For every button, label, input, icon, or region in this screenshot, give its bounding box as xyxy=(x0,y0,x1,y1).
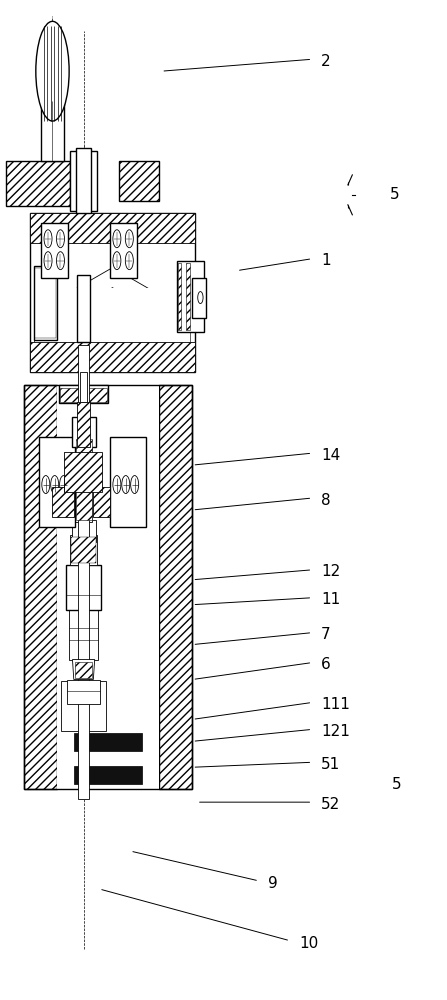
Bar xyxy=(192,278,206,318)
Text: 52: 52 xyxy=(321,797,341,812)
Bar xyxy=(39,437,75,527)
Bar xyxy=(59,385,108,403)
Bar xyxy=(67,680,100,704)
Text: 121: 121 xyxy=(321,724,350,739)
Bar xyxy=(60,388,107,402)
Text: 51: 51 xyxy=(321,757,341,772)
Polygon shape xyxy=(72,660,95,680)
Bar xyxy=(34,266,57,340)
Bar xyxy=(64,452,102,492)
Text: 2: 2 xyxy=(321,54,331,69)
Bar xyxy=(24,385,57,789)
Bar xyxy=(110,437,146,527)
Bar xyxy=(159,385,192,789)
Text: 8: 8 xyxy=(321,493,331,508)
Bar xyxy=(70,151,97,211)
Text: 111: 111 xyxy=(321,697,350,712)
Bar xyxy=(72,520,96,542)
Bar xyxy=(76,148,91,213)
Bar xyxy=(57,385,159,789)
Bar xyxy=(66,565,101,610)
Bar xyxy=(24,385,192,789)
Bar xyxy=(42,223,68,278)
Text: 6: 6 xyxy=(321,657,331,672)
Bar xyxy=(35,268,56,338)
Bar xyxy=(78,345,89,799)
Bar xyxy=(119,161,159,201)
Text: 10: 10 xyxy=(299,936,318,951)
Bar xyxy=(76,439,92,520)
Bar xyxy=(30,213,194,372)
Bar xyxy=(71,537,96,563)
Text: 12: 12 xyxy=(321,564,341,579)
Text: 11: 11 xyxy=(321,592,341,607)
Text: 9: 9 xyxy=(268,876,278,891)
Text: 5: 5 xyxy=(392,777,402,792)
Bar xyxy=(6,161,70,206)
Bar xyxy=(35,288,190,342)
Bar xyxy=(77,275,90,342)
Bar xyxy=(186,263,190,330)
Bar xyxy=(75,437,93,522)
Bar xyxy=(70,535,97,565)
Bar xyxy=(61,681,106,731)
Polygon shape xyxy=(35,268,190,342)
Bar xyxy=(69,610,98,660)
Bar xyxy=(74,766,143,784)
Bar xyxy=(72,417,96,447)
Bar xyxy=(178,263,181,330)
Ellipse shape xyxy=(36,21,69,121)
Text: 1: 1 xyxy=(321,253,331,268)
Bar xyxy=(80,372,87,402)
Text: 7: 7 xyxy=(321,627,331,642)
Bar xyxy=(42,101,63,161)
Bar xyxy=(110,223,137,278)
Text: 5: 5 xyxy=(390,187,400,202)
Bar xyxy=(93,487,110,517)
Bar xyxy=(75,662,93,678)
Bar xyxy=(30,213,194,243)
Bar xyxy=(77,402,90,447)
Bar xyxy=(177,261,203,332)
Bar xyxy=(30,342,194,372)
Bar xyxy=(74,733,143,751)
Text: 14: 14 xyxy=(321,448,341,463)
Bar xyxy=(52,487,74,517)
